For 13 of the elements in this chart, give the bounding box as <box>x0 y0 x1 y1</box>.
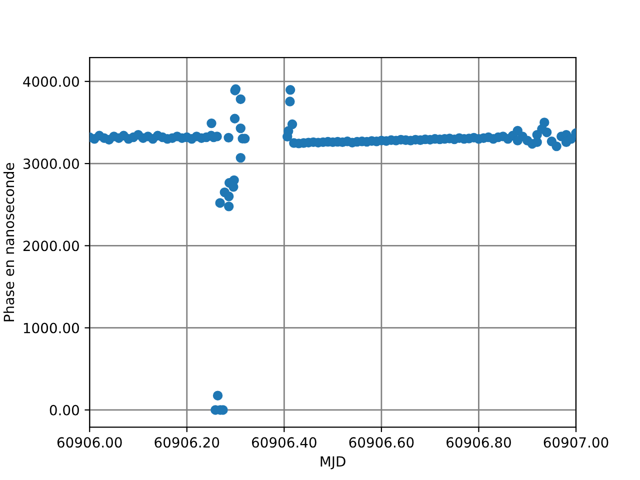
y-tick-label: 0.00 <box>50 404 79 416</box>
x-axis-title: MJD <box>320 456 346 470</box>
x-tick-label: 60906.80 <box>446 437 511 448</box>
x-tick-label: 60906.20 <box>154 437 220 448</box>
x-tick-label: 60907.00 <box>544 437 608 448</box>
x-tick-label: 60906.40 <box>252 437 316 448</box>
y-tick-label: 1000.00 <box>24 322 79 334</box>
x-tick-label: 60906.00 <box>57 437 122 448</box>
y-tick-label: 2000.00 <box>23 240 79 252</box>
y-axis-title: Phase en nanoseconde <box>3 162 14 322</box>
x-tick-label: 60906.60 <box>349 437 414 448</box>
y-tick-label: 3000.00 <box>24 158 79 170</box>
y-tick-label: 4000.00 <box>23 76 79 87</box>
